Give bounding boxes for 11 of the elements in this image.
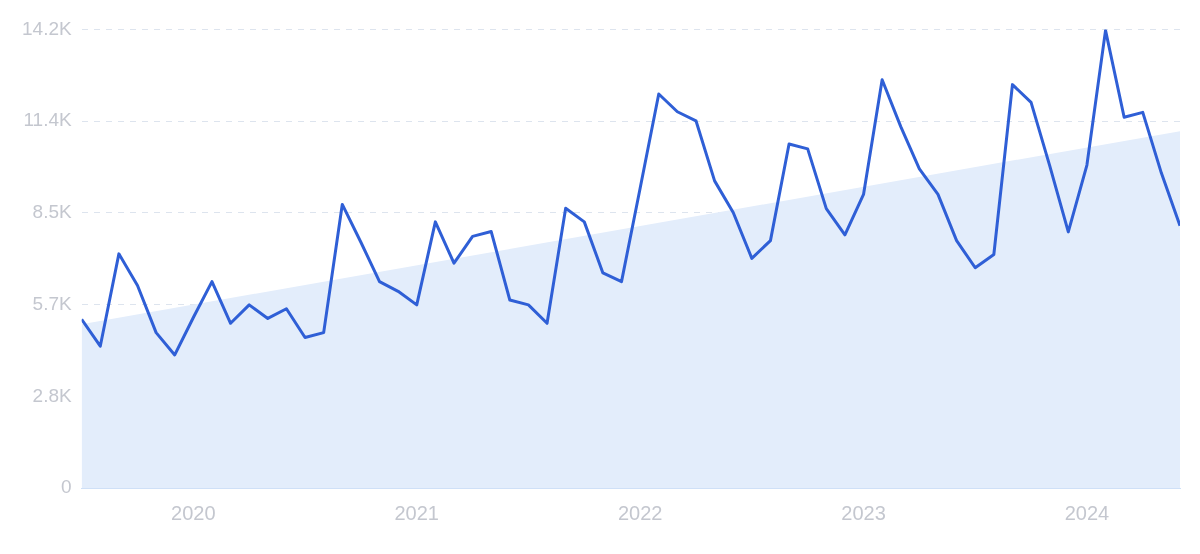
y-tick-label: 11.4K (23, 109, 72, 131)
y-tick-label: 0 (61, 476, 72, 498)
x-tick-label: 2021 (394, 501, 439, 524)
y-tick-label: 8.5K (32, 201, 72, 223)
y-tick-label: 5.7K (32, 292, 72, 314)
x-tick-label: 2022 (617, 501, 663, 524)
y-tick-label: 2.8K (32, 384, 72, 406)
y-tick-label: 14.2K (22, 17, 72, 39)
x-tick-label: 2023 (841, 501, 886, 524)
x-tick-label: 2024 (1064, 501, 1110, 524)
x-tick-label: 2020 (171, 501, 216, 524)
